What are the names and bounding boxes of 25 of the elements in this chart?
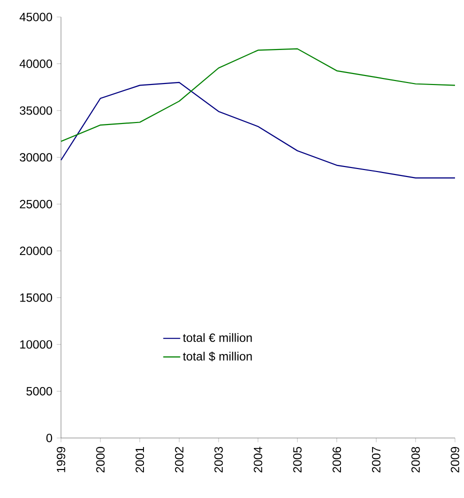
x-tick-label: 2006 [332,446,342,472]
y-tick-label: 45000 [20,12,52,22]
x-tick-label: 2005 [293,446,302,472]
x-tick-label: 2008 [411,446,420,472]
y-tick-label: 5000 [26,386,52,396]
x-tick-label: 2001 [136,447,144,472]
x-tick-label: 2007 [372,447,380,472]
legend-label: total $ million [182,352,252,362]
y-tick-label: 10000 [20,340,52,349]
x-tick-label: 2009 [450,447,460,472]
line-series [60,82,456,178]
x-tick-label: 1999 [56,447,66,472]
y-tick-label: 0 [46,434,52,442]
y-tick-label: 40000 [20,60,52,68]
y-tick-label: 30000 [20,153,52,162]
y-tick-label: 25000 [20,200,52,208]
y-tick-label: 20000 [20,246,52,256]
legend-label: total € million [182,333,252,342]
y-tick-label: 15000 [20,293,52,302]
y-tick-label: 35000 [20,106,52,115]
x-tick-label: 2003 [214,446,223,472]
x-tick-label: 2000 [96,446,105,472]
line-series [60,48,456,142]
x-tick-label: 2002 [174,447,184,472]
x-tick-label: 2004 [254,446,262,472]
